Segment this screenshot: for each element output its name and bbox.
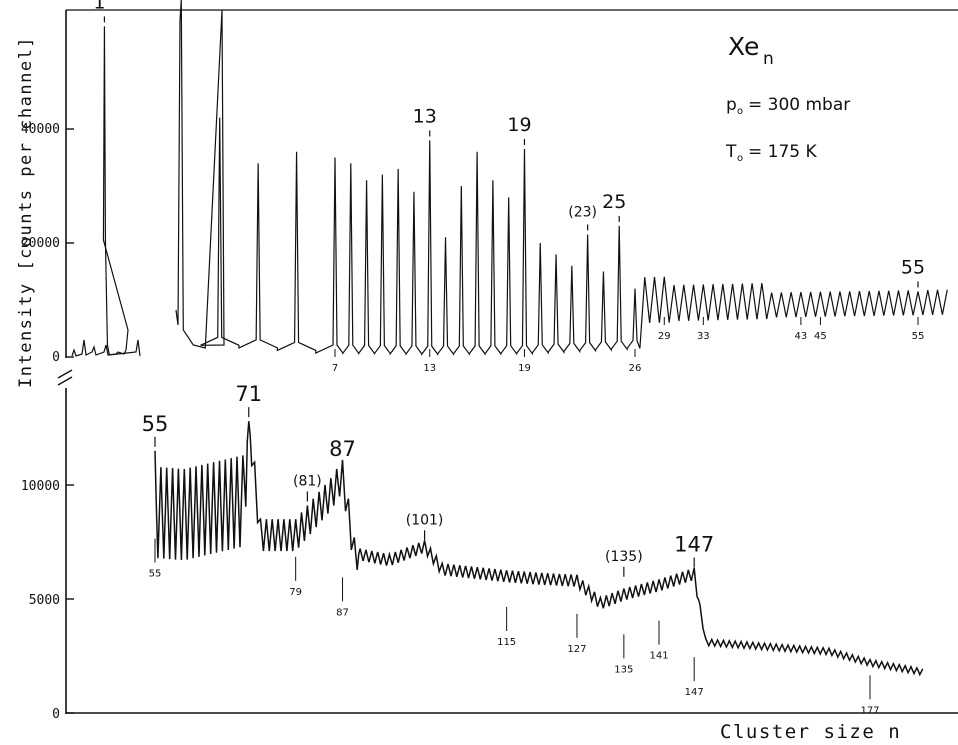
temperature-subscript: o (737, 153, 743, 164)
upper-peak-label-4: 25 (602, 191, 626, 213)
species-subscript: n (763, 49, 774, 69)
y-axis-label: Intensity [counts per channel] (16, 36, 36, 388)
upper-position-label-1: 13 (423, 363, 436, 374)
lower-y-tick-label-2: 10000 (21, 479, 60, 494)
upper-y-tick-label-1: 20000 (21, 236, 60, 251)
axis-break-marker (57, 369, 73, 386)
upper-position-label-6: 43 (795, 331, 808, 342)
lower-position-label-0: 55 (149, 569, 162, 580)
lower-peak-label-3: 87 (329, 437, 356, 461)
lower-position-label-4: 127 (567, 644, 586, 655)
pressure-symbol: p (726, 95, 737, 115)
species-symbol: Xe (728, 32, 759, 61)
upper-spectrum-trace-a (71, 26, 141, 357)
upper-position-label-2: 19 (518, 363, 531, 374)
lower-panel: 0 5000 10000 55 71 (81) 87 (101) (135) 147 55 79… (21, 382, 958, 722)
lower-position-label-1: 79 (289, 587, 302, 598)
x-axis-label: Cluster size n (720, 721, 901, 743)
upper-marks-group: 1 13 19 (23) 25 55 7 13 19 26 29 33 43 45 55 (93, 0, 925, 374)
upper-spectrum-trace-b (175, 0, 948, 356)
temperature-value: = 175 K (748, 142, 817, 162)
lower-ticks-group: 0 5000 10000 (21, 479, 74, 722)
upper-y-tick-label-0: 0 (52, 350, 60, 365)
upper-position-label-0: 7 (332, 363, 338, 374)
lower-y-tick-label-1: 5000 (29, 593, 60, 608)
upper-position-label-7: 45 (814, 331, 827, 342)
upper-peak-label-3: (23) (568, 204, 597, 220)
conditions-annotation: Xe n p o = 300 mbar T o = 175 K (725, 32, 850, 164)
axis-break-slash-1 (57, 369, 73, 379)
lower-y-tick-label-0: 0 (52, 707, 60, 722)
upper-ticks-group: 0 20000 40000 (21, 122, 74, 365)
upper-position-label-5: 33 (697, 331, 710, 342)
lower-position-label-8: 177 (860, 705, 879, 716)
lower-spectrum-trace (154, 421, 924, 677)
lower-peak-label-6: 147 (674, 533, 714, 557)
upper-position-label-4: 29 (658, 331, 671, 342)
pressure-subscript: o (737, 106, 743, 117)
upper-peak-label-5: 55 (901, 256, 925, 278)
lower-peak-label-1: 71 (235, 382, 262, 406)
lower-position-label-6: 141 (649, 651, 668, 662)
upper-position-label-8: 55 (912, 331, 925, 342)
temperature-symbol: T (725, 142, 737, 162)
lower-position-label-2: 87 (336, 607, 349, 618)
upper-peak-label-1: 13 (413, 105, 437, 127)
upper-peak-label-2: 19 (507, 114, 531, 136)
upper-position-label-3: 26 (629, 363, 642, 374)
lower-peak-label-2: (81) (293, 474, 322, 490)
lower-marks-group: 55 71 (81) 87 (101) (135) 147 55 79 87 115 127 135 14… (142, 382, 880, 716)
axis-break-slash-2 (57, 376, 73, 386)
upper-y-tick-label-2: 40000 (21, 122, 60, 137)
lower-peak-label-0: 55 (142, 412, 169, 436)
lower-peak-label-4: (101) (406, 512, 444, 528)
lower-position-label-3: 115 (497, 637, 516, 648)
upper-panel: 0 20000 40000 1 13 19 (23) 25 55 7 13 19 26 29 33 43… (21, 0, 958, 374)
lower-position-label-7: 147 (685, 687, 704, 698)
lower-peak-label-5: (135) (605, 549, 643, 565)
pressure-value: = 300 mbar (748, 95, 850, 115)
lower-position-label-5: 135 (614, 664, 633, 675)
upper-peak-label-0: 1 (93, 0, 105, 13)
